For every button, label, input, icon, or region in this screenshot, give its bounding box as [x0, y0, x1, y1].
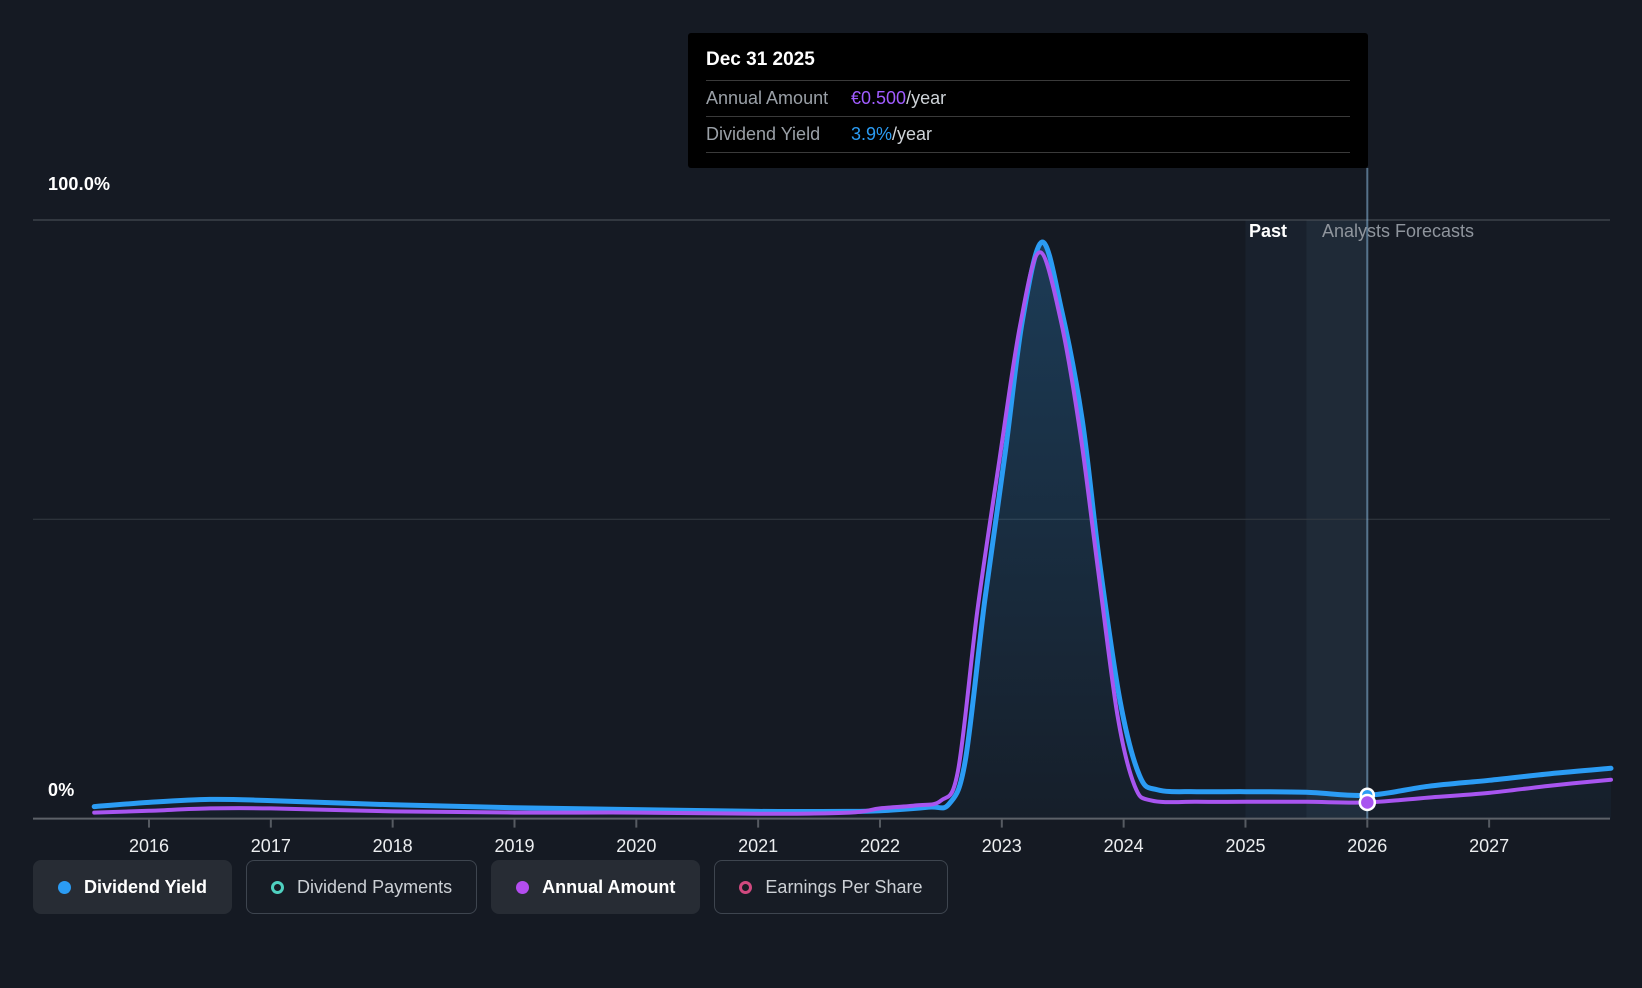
x-axis-label-2017: 2017	[250, 836, 291, 856]
tooltip-value-dividend-yield: 3.9%/year	[851, 124, 933, 144]
legend-label-dividend-payments: Dividend Payments	[297, 876, 453, 897]
x-axis-label-2018: 2018	[372, 836, 413, 856]
analysts-forecasts-label: Analysts Forecasts	[1322, 221, 1475, 241]
x-axis-label-2023: 2023	[981, 836, 1022, 856]
tooltip: Dec 31 2025 Annual Amount €0.500/year Di…	[688, 33, 1368, 168]
tooltip-value-annual-amount: €0.500/year	[851, 88, 947, 108]
annual-amount-marker	[1358, 793, 1377, 812]
legend-button-annual-amount[interactable]: Annual Amount	[491, 860, 701, 914]
legend-button-dividend-yield[interactable]: Dividend Yield	[33, 860, 233, 914]
dividend-yield-area	[94, 242, 1612, 819]
x-axis-label-2020: 2020	[616, 836, 657, 856]
dividend-yield-swatch-icon	[58, 880, 71, 894]
earnings-per-share-swatch-icon	[739, 880, 753, 894]
past-label: Past	[1248, 221, 1287, 241]
x-axis-label-2025: 2025	[1225, 836, 1266, 856]
x-axis-label-2027: 2027	[1469, 836, 1510, 856]
x-axis-label-2021: 2021	[738, 836, 779, 856]
x-axis-label-2024: 2024	[1103, 836, 1144, 856]
legend-label-earnings-per-share: Earnings Per Share	[765, 876, 923, 897]
annual-amount-line	[92, 250, 1613, 816]
legend-label-dividend-yield: Dividend Yield	[84, 876, 208, 897]
x-axis-label-2019: 2019	[494, 836, 535, 856]
x-axis-label-2026: 2026	[1347, 836, 1388, 856]
y-axis-label-100: 100.0%	[48, 174, 111, 194]
tooltip-label-dividend-yield: Dividend Yield	[706, 124, 821, 144]
legend-label-annual-amount: Annual Amount	[542, 876, 676, 897]
tooltip-label-annual-amount: Annual Amount	[706, 88, 829, 108]
tooltip-date: Dec 31 2025	[706, 49, 815, 70]
x-axis-label-2022: 2022	[859, 836, 900, 856]
tooltip-row-annual-amount: Annual Amount €0.500/year	[706, 80, 1350, 116]
legend-button-dividend-payments[interactable]: Dividend Payments	[246, 860, 478, 914]
x-axis-label-2016: 2016	[128, 836, 170, 856]
legend: Dividend Yield Dividend Payments Annual Am…	[33, 860, 948, 914]
dividend-payments-swatch-icon	[271, 880, 285, 894]
legend-button-earnings-per-share[interactable]: Earnings Per Share	[714, 860, 948, 914]
annual-amount-swatch-icon	[516, 880, 530, 894]
y-axis-label-0: 0%	[48, 780, 75, 800]
dividend-yield-line	[91, 239, 1614, 815]
tooltip-row-dividend-yield: Dividend Yield 3.9%/year	[706, 116, 1350, 153]
